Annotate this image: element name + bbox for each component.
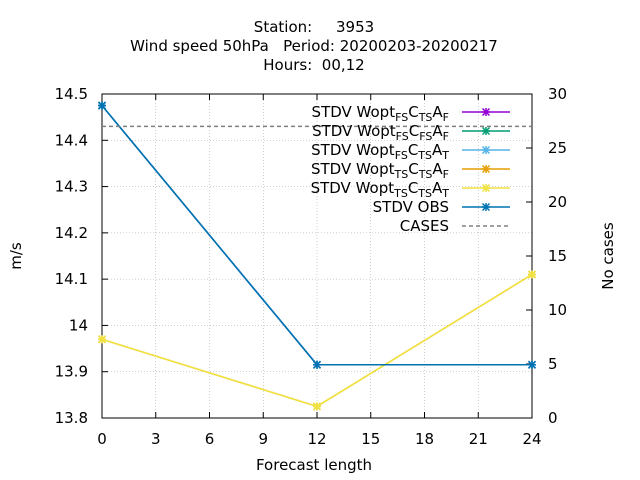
- legend-label-part: C: [408, 160, 418, 178]
- legend-label-part: STDV Wopt: [311, 179, 395, 197]
- legend-label-part: T: [441, 149, 449, 162]
- x-tick-label: 15: [361, 430, 380, 448]
- legend-label-part: A: [432, 122, 443, 140]
- y2-tick-label: 0: [548, 409, 558, 427]
- legend-label-part: A: [432, 179, 443, 197]
- legend-entry: STDV WoptTSCTSAT: [311, 179, 510, 200]
- series-5: [97, 101, 537, 369]
- title-line-2: Wind speed 50hPa Period: 20200203-202002…: [130, 37, 498, 55]
- x-axis-label: Forecast length: [256, 456, 372, 474]
- legend-label-part: F: [443, 111, 449, 124]
- legend-label-part: STDV OBS: [373, 198, 449, 216]
- y2-tick-label: 5: [548, 355, 558, 373]
- title-line-1: Station: 3953: [254, 18, 374, 36]
- series-layer: [97, 101, 537, 411]
- legend-label-part: C: [408, 141, 418, 159]
- legend-label-part: C: [408, 179, 418, 197]
- x-tick-label: 3: [151, 430, 161, 448]
- y-tick-label: 13.9: [55, 363, 88, 381]
- legend-label: STDV WoptTSCTSAF: [311, 160, 449, 181]
- x-tick-label: 9: [258, 430, 268, 448]
- title-line-3: Hours: 00,12: [263, 56, 364, 74]
- ticks: 0 3 6 9 12 15 18 21 24 13.8 13.9 14 14.1 14.2 14.3 14.4…: [55, 85, 568, 448]
- legend-entry: STDV WoptFSCFSAF: [312, 122, 510, 143]
- x-tick-label: 21: [469, 430, 488, 448]
- legend-label-part: A: [432, 141, 443, 159]
- legend-label-part: TS: [418, 168, 433, 181]
- legend-entry: STDV WoptFSCTSAF: [312, 103, 510, 124]
- x-tick-label: 24: [522, 430, 541, 448]
- y-tick-label: 13.8: [55, 409, 88, 427]
- legend-label-part: FS: [395, 149, 408, 162]
- legend-label: CASES: [400, 217, 449, 235]
- legend-label: STDV WoptTSCTSAT: [311, 179, 450, 200]
- legend-label-part: TS: [394, 168, 409, 181]
- legend-label-part: T: [441, 187, 449, 200]
- y2-tick-label: 10: [548, 301, 567, 319]
- grid: [102, 94, 532, 418]
- legend-label-part: FS: [419, 130, 432, 143]
- legend-label-part: A: [432, 160, 443, 178]
- legend-label: STDV WoptFSCFSAF: [312, 122, 449, 143]
- y2-axis-label: No cases: [599, 222, 617, 290]
- x-tick-label: 12: [307, 430, 326, 448]
- y-tick-label: 14.4: [55, 131, 88, 149]
- x-tick-label: 6: [205, 430, 215, 448]
- y-tick-label: 14.1: [55, 270, 88, 288]
- y2-tick-label: 20: [548, 193, 567, 211]
- x-tick-label: 0: [97, 430, 107, 448]
- y-tick-label: 14.2: [55, 224, 88, 242]
- legend-label-part: C: [409, 122, 419, 140]
- legend-label-part: TS: [417, 187, 432, 200]
- y-tick-label: 14.3: [55, 178, 88, 196]
- x-tick-label: 18: [415, 430, 434, 448]
- legend-entry: STDV WoptFSCTSAT: [311, 141, 510, 162]
- y2-tick-label: 15: [548, 247, 567, 265]
- legend-label-part: FS: [396, 130, 409, 143]
- legend-label-part: STDV Wopt: [312, 122, 396, 140]
- legend-entry: STDV OBS: [373, 198, 510, 216]
- legend-label-part: STDV Wopt: [312, 103, 396, 121]
- y-axis-label: m/s: [7, 242, 25, 270]
- legend-entry: STDV WoptTSCTSAF: [311, 160, 510, 181]
- legend-label-part: STDV Wopt: [311, 141, 395, 159]
- legend-label: STDV WoptFSCTSAT: [311, 141, 449, 162]
- legend-label-part: STDV Wopt: [311, 160, 395, 178]
- legend-label-part: C: [408, 103, 418, 121]
- legend-label-part: TS: [417, 149, 432, 162]
- legend-entry: CASES: [400, 217, 510, 235]
- y-tick-label: 14: [69, 316, 88, 334]
- legend-label-part: A: [432, 103, 443, 121]
- legend-label-part: FS: [395, 111, 408, 124]
- legend-label: STDV WoptFSCTSAF: [312, 103, 449, 124]
- legend-label-part: TS: [393, 187, 408, 200]
- y2-tick-label: 30: [548, 85, 567, 103]
- legend-label-part: TS: [418, 111, 433, 124]
- series-4: [97, 270, 537, 411]
- legend-label-part: F: [443, 168, 449, 181]
- y-tick-label: 14.5: [55, 85, 88, 103]
- chart-title: Station: 3953 Wind speed 50hPa Period: 2…: [130, 18, 498, 74]
- legend-label-part: CASES: [400, 217, 449, 235]
- legend-label: STDV OBS: [373, 198, 449, 216]
- legend-label-part: F: [443, 130, 449, 143]
- y2-tick-label: 25: [548, 139, 567, 157]
